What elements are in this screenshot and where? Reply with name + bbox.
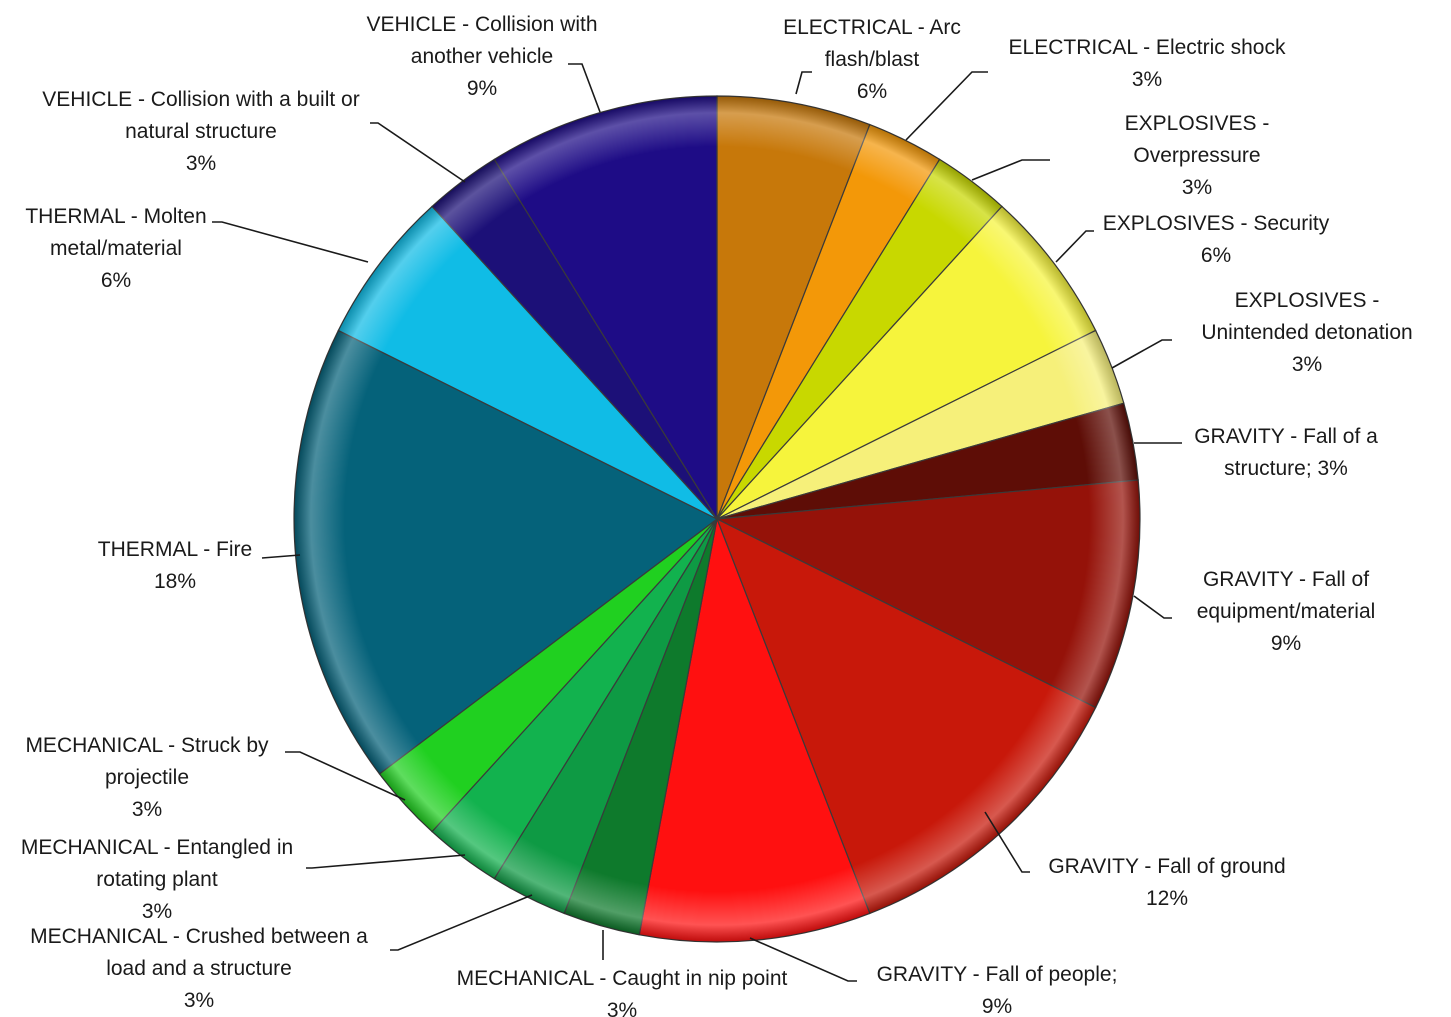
slice-label-line: another vehicle — [411, 45, 553, 68]
slice-label-line: MECHANICAL - Entangled in — [21, 836, 293, 859]
slice-label-line: 3% — [1132, 68, 1162, 91]
leader-line — [905, 71, 988, 141]
leader-line — [1111, 339, 1172, 369]
leader-line — [984, 811, 1030, 873]
slice-label-line: 3% — [186, 152, 216, 175]
slice-label-line: THERMAL - Molten — [25, 205, 206, 228]
slice-label-line: 3% — [184, 989, 214, 1012]
slice-label-line: MECHANICAL - Crushed between a — [30, 925, 368, 948]
slice-label: VEHICLE - Collision with another vehicle 9… — [366, 13, 597, 100]
slice-label-line: flash/blast — [825, 48, 920, 71]
slice-label-line: MECHANICAL - Caught in nip point — [457, 967, 788, 990]
slice-label-line: 6% — [101, 269, 131, 292]
slice-label-line: natural structure — [125, 120, 277, 143]
slice-label: MECHANICAL - Caught in nip point 3% — [457, 967, 788, 1017]
slice-label: VEHICLE - Collision with a built or natur… — [42, 88, 359, 175]
slice-label: THERMAL - Molten metal/material 6% — [25, 205, 206, 292]
slice-label-line: 3% — [1182, 176, 1212, 199]
leader-line — [749, 937, 857, 982]
leader-line — [390, 894, 533, 951]
slice-label-line: rotating plant — [96, 868, 218, 891]
slice-label-line: 9% — [467, 77, 497, 100]
slice-label-line: VEHICLE - Collision with — [366, 13, 597, 36]
slice-label-line: EXPLOSIVES - — [1125, 112, 1270, 135]
leader-line — [306, 854, 466, 869]
slice-label-line: 6% — [1201, 244, 1231, 267]
slice-label-line: 6% — [857, 80, 887, 103]
slice-label: ELECTRICAL - Electric shock 3% — [1009, 36, 1286, 91]
slice-label-line: EXPLOSIVES - Security — [1103, 212, 1330, 235]
slice-labels: ELECTRICAL - Arc flash/blast 6%ELECTRICAL … — [21, 13, 1413, 1017]
slice-label: MECHANICAL - Crushed between a load and a… — [30, 925, 368, 1012]
slice-label-line: 18% — [154, 570, 196, 593]
pie-slices — [293, 95, 1141, 943]
slice-label-line: Unintended detonation — [1201, 321, 1412, 344]
slice-label: GRAVITY - Fall of people; 9% — [877, 963, 1118, 1017]
leader-line — [285, 751, 406, 801]
slice-label-line: metal/material — [50, 237, 182, 260]
slice-label-line: GRAVITY - Fall of a — [1194, 425, 1378, 448]
slice-label-line: GRAVITY - Fall of — [1203, 568, 1369, 591]
slice-label-line: 3% — [607, 999, 637, 1017]
slice-label: MECHANICAL - Struck by projectile 3% — [25, 734, 269, 821]
leader-line — [971, 159, 1050, 181]
slice-label-line: ELECTRICAL - Electric shock — [1009, 36, 1286, 59]
leader-lines — [212, 63, 1182, 982]
slice-label-line: 3% — [142, 900, 172, 923]
slice-label-line: load and a structure — [106, 957, 292, 980]
slice-label-line: EXPLOSIVES - — [1235, 289, 1380, 312]
slice-label: EXPLOSIVES - Overpressure 3% — [1125, 112, 1270, 199]
slice-label-line: GRAVITY - Fall of people; — [877, 963, 1118, 986]
slice-label-line: structure; 3% — [1224, 457, 1348, 480]
slice-label-line: GRAVITY - Fall of ground — [1048, 855, 1285, 878]
slice-label: THERMAL - Fire 18% — [98, 538, 252, 593]
slice-label: GRAVITY - Fall of a structure; 3% — [1194, 425, 1378, 480]
slice-label-line: equipment/material — [1197, 600, 1376, 623]
slice-label-line: MECHANICAL - Struck by — [25, 734, 269, 757]
slice-label-line: THERMAL - Fire — [98, 538, 252, 561]
slice-label-line: ELECTRICAL - Arc — [783, 16, 961, 39]
leader-line — [1133, 595, 1172, 619]
slice-label: EXPLOSIVES - Unintended detonation 3% — [1201, 289, 1412, 376]
slice-label-line: projectile — [105, 766, 189, 789]
slice-label: MECHANICAL - Entangled in rotating plant 3… — [21, 836, 293, 923]
slice-label-line: 9% — [1271, 632, 1301, 655]
slice-label-line: 12% — [1146, 887, 1188, 910]
slice-label: ELECTRICAL - Arc flash/blast 6% — [783, 16, 961, 103]
slice-label: GRAVITY - Fall of ground 12% — [1048, 855, 1285, 910]
slice-label-line: 3% — [1292, 353, 1322, 376]
leader-line — [261, 554, 301, 559]
slice-label-line: Overpressure — [1133, 144, 1260, 167]
leader-line — [568, 63, 601, 113]
slice-label-line: 9% — [982, 995, 1012, 1017]
leader-line — [370, 122, 466, 183]
leader-line — [1055, 230, 1094, 263]
leader-line — [795, 71, 812, 95]
leader-line — [212, 221, 369, 263]
slice-label: EXPLOSIVES - Security 6% — [1103, 212, 1330, 267]
slice-label: GRAVITY - Fall of equipment/material 9% — [1197, 568, 1376, 655]
slice-label-line: VEHICLE - Collision with a built or — [42, 88, 359, 111]
slice-label-line: 3% — [132, 798, 162, 821]
